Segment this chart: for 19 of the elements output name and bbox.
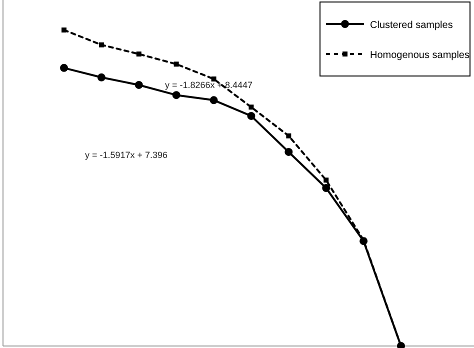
point [172, 91, 180, 100]
point [247, 112, 256, 120]
point [322, 184, 330, 192]
point [324, 178, 329, 183]
point [62, 28, 66, 32]
point [211, 76, 216, 82]
point [134, 80, 143, 89]
annotation: y = -1.5917x + 7.396 [85, 150, 168, 160]
point [136, 52, 142, 57]
legend-label: Clustered samples [370, 20, 453, 31]
point [286, 133, 292, 138]
point [248, 104, 254, 110]
point [284, 148, 293, 156]
point [210, 96, 218, 104]
legend-label: Homogenous samples [370, 50, 470, 61]
point [97, 73, 106, 82]
point [98, 42, 104, 48]
point [60, 64, 68, 72]
point [174, 62, 179, 67]
